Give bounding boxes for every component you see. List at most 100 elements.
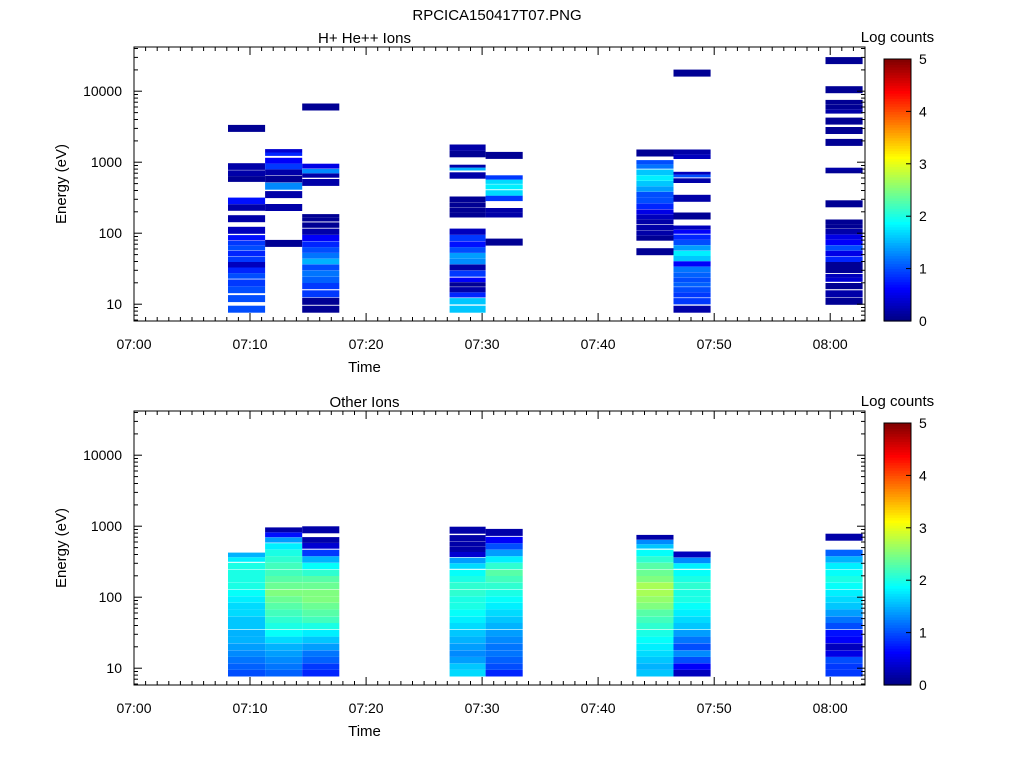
colorbar-segment (884, 522, 911, 526)
colorbar-segment (884, 519, 911, 524)
colorbar-segment (884, 187, 911, 191)
spectrogram-cell (302, 616, 340, 623)
colorbar-segment (884, 132, 911, 136)
colorbar-segment (884, 213, 911, 217)
spectrogram-cell (636, 576, 674, 583)
spectrogram-cell (825, 104, 863, 110)
spectrogram-cell (636, 562, 674, 570)
colorbar-segment (884, 59, 911, 63)
spectrogram-cell (228, 215, 266, 223)
spectrogram-cell (636, 191, 674, 198)
spectrogram-cell (302, 297, 340, 305)
spectrogram-cell (485, 576, 523, 583)
colorbar-tick-label: 1 (919, 261, 927, 277)
spectrogram-cell (485, 643, 523, 651)
colorbar-segment (884, 425, 911, 429)
colorbar-segment (884, 493, 911, 497)
colorbar-segment (884, 446, 911, 450)
colorbar-segment (884, 443, 911, 448)
spectrogram-cell (265, 527, 303, 533)
colorbar-segment (884, 106, 911, 110)
spectrogram-cell (302, 276, 340, 283)
y-tick-label: 10000 (83, 83, 122, 99)
x-tick-label: 07:10 (232, 700, 267, 716)
colorbar-segment (884, 622, 911, 626)
spectrogram-cell (825, 290, 863, 298)
spectrogram-cell (449, 535, 486, 542)
spectrogram-cell (449, 264, 486, 271)
spectrogram-cell (449, 172, 486, 179)
colorbar-segment (884, 69, 911, 73)
colorbar-segment (884, 284, 911, 288)
colorbar-segment (884, 161, 911, 165)
colorbar-segment (884, 677, 911, 681)
spectrogram-cell (265, 589, 303, 597)
spectrogram-cell (265, 636, 303, 644)
colorbar-segment (884, 61, 911, 65)
spectrogram-cell (449, 630, 486, 637)
spectrogram-cell (302, 537, 340, 543)
spectrogram-cell (265, 643, 303, 651)
colorbar-segment (884, 184, 911, 188)
colorbar-frame (883, 58, 912, 322)
spectrogram-cell (302, 596, 340, 603)
spectrogram-cell (302, 630, 340, 637)
spectrogram-cell (636, 224, 674, 231)
colorbar-segment (884, 310, 911, 314)
spectrogram-cell (228, 596, 266, 603)
y-tick-label: 1000 (91, 154, 122, 170)
spectrogram-cell (265, 543, 303, 550)
spectrogram-cell (228, 616, 266, 623)
spectrogram-cell (636, 670, 674, 677)
colorbar-segment (884, 543, 911, 547)
colorbar-segment (884, 218, 911, 223)
spectrogram-cell (265, 157, 303, 164)
colorbar-segment (884, 514, 911, 518)
colorbar-segment (884, 82, 911, 86)
spectrogram-cell (825, 569, 863, 576)
spectrogram-cell (228, 576, 266, 583)
spectrogram-cell (636, 589, 674, 597)
colorbar-segment (884, 616, 911, 621)
spectrogram-cell (673, 623, 711, 630)
colorbar-segment (884, 506, 911, 511)
spectrogram-cell (449, 526, 486, 534)
spectrogram-cell (265, 204, 303, 211)
spectrogram-cell (228, 643, 266, 651)
colorbar-segment (884, 252, 911, 257)
spectrogram-cell (825, 636, 863, 644)
spectrogram-cell (673, 178, 711, 183)
spectrogram-cell (228, 256, 266, 262)
colorbar-segment (884, 145, 911, 149)
colorbar-segment (884, 653, 911, 657)
spectrogram-cell (825, 596, 863, 603)
colorbar-segment (884, 66, 911, 71)
spectrogram-cell (485, 616, 523, 623)
x-ticks (133, 411, 866, 685)
colorbar-segment (884, 551, 911, 555)
spectrogram-cell (673, 174, 711, 178)
spectrogram-cell (265, 239, 303, 247)
spectrogram-cell (265, 182, 303, 190)
spectrogram-cell (302, 556, 340, 563)
x-tick-label: 07:30 (465, 700, 500, 716)
colorbar-segment (884, 530, 911, 534)
spectrogram-cell (636, 230, 674, 236)
spectrogram-cell (673, 569, 711, 576)
colorbar-segment (884, 640, 911, 644)
colorbar-segment (884, 200, 911, 204)
spectrogram-cell (449, 656, 486, 664)
spectrogram-cell (449, 202, 486, 208)
spectrogram-cell (228, 241, 266, 246)
spectrogram-cell (265, 149, 303, 153)
colorbar-segment (884, 546, 911, 550)
spectrogram-cell (302, 609, 340, 617)
colorbar-segment (884, 268, 911, 272)
spectrogram-cell (449, 247, 486, 253)
spectrogram-cell (302, 217, 340, 222)
spectrogram-cell (449, 287, 486, 293)
spectrogram-cell (449, 167, 486, 171)
spectrogram-cell (673, 149, 711, 155)
colorbar-segment (884, 79, 911, 84)
